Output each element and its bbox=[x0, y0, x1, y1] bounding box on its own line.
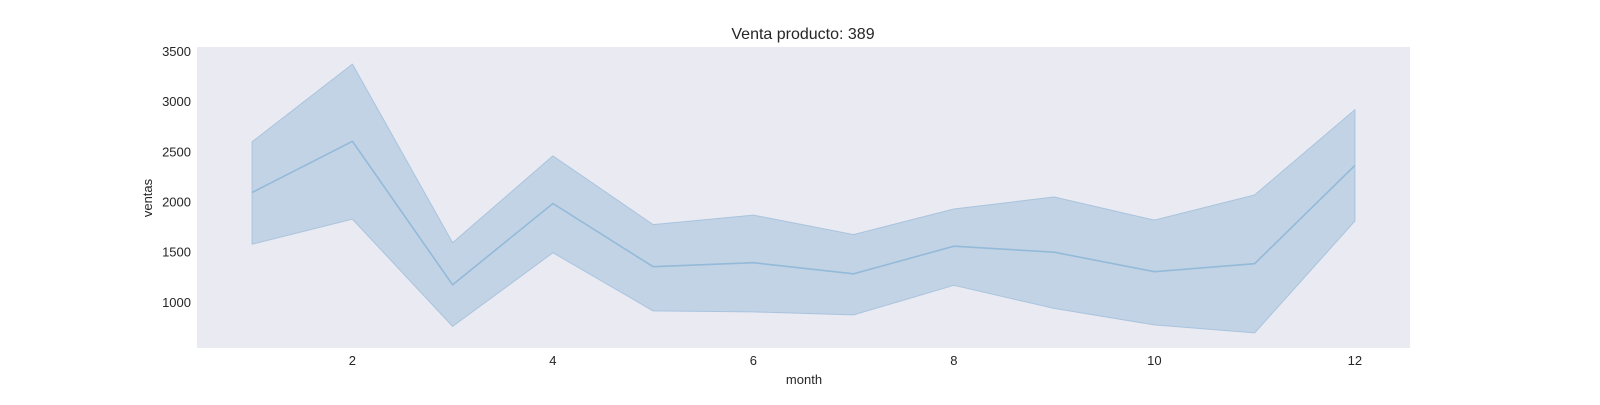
y-tick-label: 3000 bbox=[162, 94, 191, 109]
y-tick-label: 2500 bbox=[162, 144, 191, 159]
x-tick-label: 2 bbox=[349, 353, 356, 368]
y-tick-labels: 1000 1500 2000 2500 3000 3500 bbox=[162, 44, 191, 310]
x-tick-label: 8 bbox=[950, 353, 957, 368]
x-tick-label: 4 bbox=[549, 353, 556, 368]
x-tick-labels: 2 4 6 8 10 12 bbox=[349, 353, 1362, 368]
y-axis-label: ventas bbox=[140, 178, 155, 217]
x-tick-label: 10 bbox=[1147, 353, 1161, 368]
x-tick-label: 6 bbox=[750, 353, 757, 368]
x-tick-label: 12 bbox=[1348, 353, 1362, 368]
y-tick-label: 1500 bbox=[162, 245, 191, 260]
y-tick-label: 1000 bbox=[162, 295, 191, 310]
chart-title: Venta producto: 389 bbox=[731, 26, 874, 43]
y-tick-label: 2000 bbox=[162, 195, 191, 210]
x-axis-label: month bbox=[786, 372, 822, 387]
y-tick-label: 3500 bbox=[162, 44, 191, 59]
